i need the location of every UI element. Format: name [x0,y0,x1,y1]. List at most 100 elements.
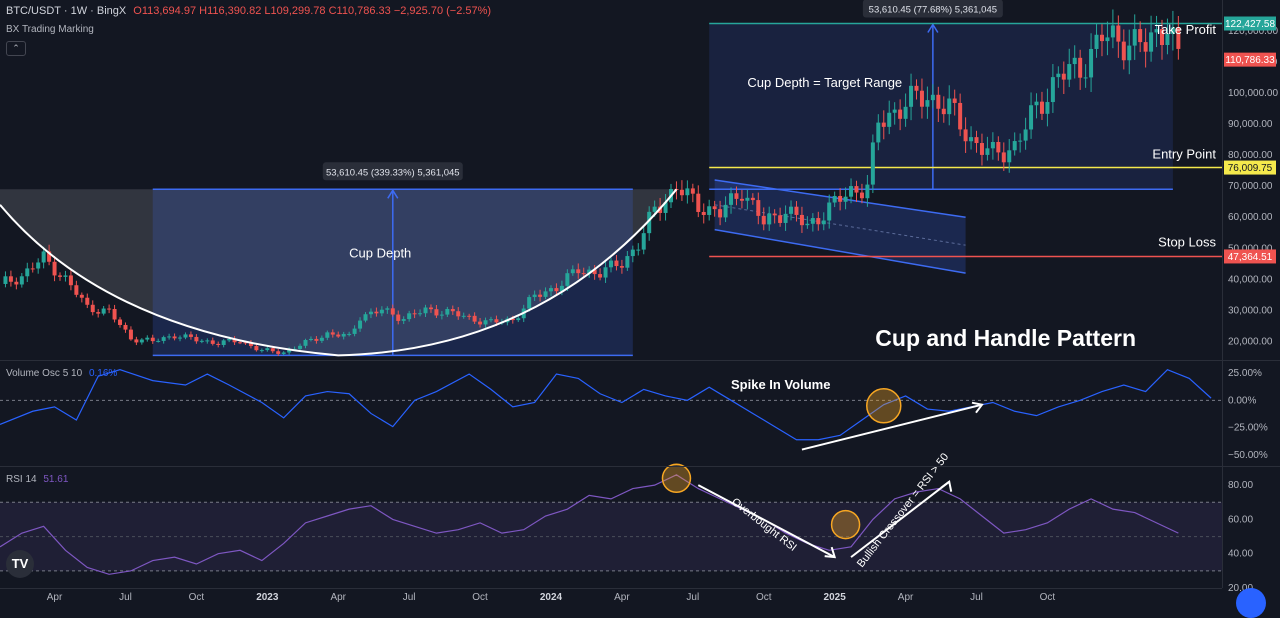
arrow-head-icon [824,546,837,559]
candle-body [412,313,417,315]
price-tick: 40,000.00 [1228,274,1273,285]
candle-body [892,109,897,113]
candle-body [336,334,341,337]
candle-body [532,294,537,298]
candle-body [379,309,384,314]
rsi-band [0,502,1222,571]
volume-trend-arrow [801,403,983,451]
candle-body [947,98,952,115]
candle-body [783,213,788,223]
axes: 20,000.00 30,000.00 40,000.00 50,000.00 60,0… [0,0,1280,603]
candle-body [641,233,646,250]
candle-body [739,198,744,201]
candle-body [58,275,63,277]
time-tick: Oct [472,592,488,603]
candle-body [434,309,439,316]
price-panel[interactable]: Cup Depth Cup Depth = Target Range Take Pr… [0,0,1222,357]
candle-body [150,337,155,342]
rsi-line [0,474,1179,575]
candle-body [838,195,843,202]
candle-body [1012,141,1017,151]
candle-body [805,223,810,226]
candle-body [979,143,984,155]
arrow-head-icon [927,23,939,33]
candle-body [1045,102,1050,114]
candle-body [723,204,728,218]
entry-price-tag-bg [1224,160,1276,175]
candle-body [347,333,352,335]
candle-body [19,276,24,285]
candle-body [570,269,575,274]
candle-body [439,314,444,316]
time-tick: Jul [119,592,132,603]
volume-osc-legend[interactable]: Volume Osc 5 10 0.16% [6,368,117,379]
candle-body [1083,77,1088,79]
candle-body [30,268,35,270]
osc-tick: 25.00% [1228,368,1262,379]
entry-price-tag: 76,009.75 [1228,163,1273,174]
candle-body [183,334,188,338]
rsi-panel[interactable]: Overbought RSI Bullish Crossover = RSI > … [0,451,1222,575]
candle-body [210,340,215,344]
candle-body [85,297,90,305]
entry-point-label: Entry Point [1152,146,1216,161]
candle-body [139,339,144,343]
candle-body [1039,101,1044,114]
candle-body [330,332,335,335]
rsi-tick: 40.00 [1228,549,1253,560]
rsi-legend[interactable]: RSI 14 51.61 [6,474,68,485]
candle-body [194,336,199,342]
candle-body [1138,29,1143,43]
volume-osc-panel[interactable]: Spike In Volume [0,368,1222,451]
zoom-button[interactable] [1236,588,1266,618]
candle-body [341,333,346,337]
candle-body [909,85,914,107]
candle-body [974,137,979,144]
candle-body [1116,25,1121,42]
candle-body [685,188,690,196]
candle-body [407,313,412,320]
candle-body [516,318,521,321]
candle-body [718,209,723,218]
take-profit-price-tag: 122,427.58 [1225,19,1275,30]
candle-body [1105,37,1110,42]
time-tick: Oct [756,592,772,603]
symbol-label[interactable]: BTC/USDT · 1W · BingX [6,5,127,17]
candle-body [423,307,428,314]
candle-body [881,122,886,127]
candle-body [1176,27,1181,49]
candle-body [647,211,652,234]
osc-tick: 0.00% [1228,395,1256,406]
tradingview-logo[interactable]: TV [6,550,34,578]
candle-body [936,94,941,109]
candle-body [734,193,739,199]
candle-body [1061,73,1066,80]
candle-body [636,249,641,251]
candle-body [238,342,243,344]
candle-body [767,213,772,225]
arrow-head-icon [940,479,953,492]
candle-body [1034,101,1039,106]
candle-body [772,213,777,216]
time-tick: Oct [189,592,205,603]
candle-body [390,308,395,315]
candle-body [679,189,684,196]
candle-body [1154,29,1159,33]
candle-body [592,269,597,275]
chevron-up-icon[interactable]: ⌃ [6,41,26,56]
cup-shading [0,189,677,356]
candle-body [281,352,286,354]
candle-body [134,339,139,343]
candle-body [919,90,924,107]
candle-body [963,129,968,142]
volume-osc-name: Volume Osc 5 10 [6,368,83,379]
candle-body [952,98,957,103]
osc-tick: −50.00% [1228,450,1268,461]
candle-body [112,308,117,320]
candle-body [548,288,553,292]
indicator-label[interactable]: BX Trading Marking [6,24,94,35]
candle-body [778,215,783,223]
candle-body [696,193,701,212]
candle-body [712,206,717,210]
chart-canvas[interactable]: Cup Depth Cup Depth = Target Range Take Pr… [0,0,1280,604]
